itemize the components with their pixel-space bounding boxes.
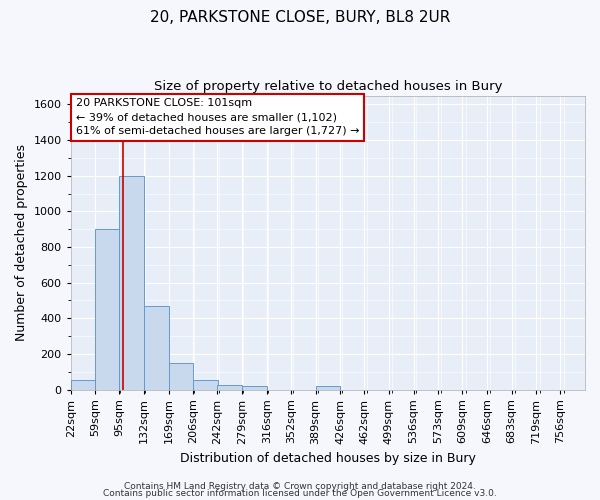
Bar [193,380,218,390]
Text: 20 PARKSTONE CLOSE: 101sqm
← 39% of detached houses are smaller (1,102)
61% of s: 20 PARKSTONE CLOSE: 101sqm ← 39% of deta… [76,98,359,136]
Text: Contains HM Land Registry data © Crown copyright and database right 2024.: Contains HM Land Registry data © Crown c… [124,482,476,491]
Bar [169,363,193,390]
Y-axis label: Number of detached properties: Number of detached properties [15,144,28,341]
Bar [316,386,340,390]
Text: 20, PARKSTONE CLOSE, BURY, BL8 2UR: 20, PARKSTONE CLOSE, BURY, BL8 2UR [150,10,450,25]
Bar [144,306,169,390]
Bar [217,385,242,390]
Bar [95,229,120,390]
X-axis label: Distribution of detached houses by size in Bury: Distribution of detached houses by size … [180,452,476,465]
Title: Size of property relative to detached houses in Bury: Size of property relative to detached ho… [154,80,502,93]
Bar [119,176,144,390]
Bar [242,386,267,390]
Text: Contains public sector information licensed under the Open Government Licence v3: Contains public sector information licen… [103,488,497,498]
Bar [71,380,95,390]
